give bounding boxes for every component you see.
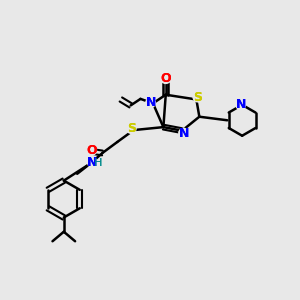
Circle shape — [127, 124, 136, 134]
Text: N: N — [87, 156, 98, 169]
Text: S: S — [127, 122, 136, 135]
Text: N: N — [146, 96, 156, 109]
Text: N: N — [236, 98, 246, 111]
Text: H: H — [94, 158, 102, 168]
Text: O: O — [160, 72, 171, 85]
Circle shape — [146, 98, 155, 107]
Text: N: N — [236, 98, 246, 111]
Text: N: N — [146, 96, 156, 109]
Circle shape — [160, 73, 171, 83]
Text: H: H — [94, 158, 102, 168]
Text: S: S — [127, 122, 136, 135]
Text: N: N — [178, 127, 189, 140]
Text: S: S — [194, 91, 202, 103]
Circle shape — [88, 146, 97, 155]
Circle shape — [88, 158, 97, 167]
Text: S: S — [194, 91, 202, 103]
Text: O: O — [160, 72, 171, 85]
Text: O: O — [87, 144, 98, 157]
Circle shape — [179, 128, 188, 138]
Circle shape — [236, 100, 245, 110]
Text: O: O — [87, 144, 98, 157]
Text: N: N — [87, 156, 98, 169]
Text: N: N — [178, 127, 189, 140]
Circle shape — [193, 92, 203, 102]
